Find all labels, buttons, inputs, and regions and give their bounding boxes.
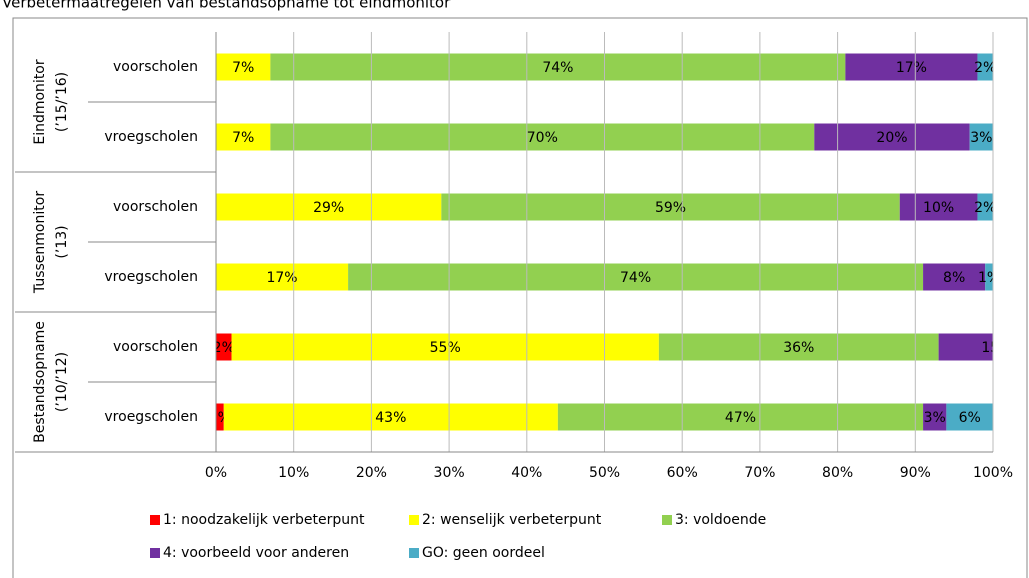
- data-label: 10%: [923, 200, 954, 216]
- data-label: 7%: [232, 60, 254, 76]
- bar-segment: [270, 123, 815, 151]
- y-tick-label: vroegscholen: [104, 409, 198, 425]
- y-tick-label: vroegscholen: [104, 269, 198, 285]
- data-label: 15%: [981, 340, 1012, 356]
- bar-segment: [923, 403, 947, 431]
- data-label: 1%: [978, 270, 1000, 286]
- legend-label: 1: noodzakelijk verbeterpunt: [163, 512, 365, 528]
- data-label: 3%: [924, 410, 946, 426]
- data-label: 43%: [375, 410, 406, 426]
- data-label: 17%: [266, 270, 297, 286]
- bar-segment: [938, 333, 993, 361]
- bar-segment: [216, 53, 271, 81]
- bar-segment: [845, 53, 978, 81]
- data-label: 17%: [896, 60, 927, 76]
- group-label: Tussenmonitor (’13): [32, 191, 70, 294]
- data-label: 3%: [970, 130, 992, 146]
- legend-label: GO: geen oordeel: [422, 545, 545, 561]
- x-tick-label: 0%: [205, 465, 227, 481]
- data-label: 74%: [620, 270, 651, 286]
- data-label: 36%: [783, 340, 814, 356]
- data-label: 70%: [527, 130, 558, 146]
- data-label: 29%: [313, 200, 344, 216]
- y-tick-label: voorscholen: [113, 199, 198, 215]
- data-label: 55%: [430, 340, 461, 356]
- legend-swatch: [662, 515, 672, 525]
- x-tick-label: 100%: [973, 465, 1013, 481]
- bar-segment: [441, 193, 900, 221]
- bar-segment: [985, 263, 993, 291]
- group-label: Eindmonitor (’15/’16): [32, 59, 70, 145]
- bar-segment: [270, 53, 846, 81]
- bar-segment: [216, 263, 349, 291]
- data-label: 2%: [974, 60, 996, 76]
- bar-segment: [969, 123, 993, 151]
- data-label: 59%: [655, 200, 686, 216]
- group-label: Bestandsopname (’10/’12): [32, 321, 70, 443]
- legend-swatch: [150, 548, 160, 558]
- chart-frame: [12, 17, 1028, 578]
- data-label: 74%: [542, 60, 573, 76]
- bar-segment: [658, 333, 939, 361]
- bar-segment: [348, 263, 924, 291]
- legend-label: 2: wenselijk verbeterpunt: [422, 512, 602, 528]
- legend-label: 4: voorbeeld voor anderen: [163, 545, 349, 561]
- x-tick-label: 40%: [511, 465, 542, 481]
- bar-segment: [216, 123, 271, 151]
- x-tick-label: 80%: [822, 465, 853, 481]
- legend-swatch: [409, 515, 419, 525]
- y-tick-label: voorscholen: [113, 339, 198, 355]
- y-tick-label: vroegscholen: [104, 129, 198, 145]
- x-tick-label: 70%: [744, 465, 775, 481]
- x-tick-label: 90%: [900, 465, 931, 481]
- data-label: 8%: [943, 270, 965, 286]
- legend-swatch: [409, 548, 419, 558]
- data-label: 2%: [974, 200, 996, 216]
- bar-segment: [923, 263, 986, 291]
- legend-swatch: [150, 515, 160, 525]
- chart-title: Verbetermaatregelen van bestandsopname t…: [2, 0, 451, 12]
- x-tick-label: 10%: [278, 465, 309, 481]
- bar-segment: [977, 193, 993, 221]
- bar-segment: [216, 193, 442, 221]
- x-tick-label: 50%: [589, 465, 620, 481]
- legend-label: 3: voldoende: [675, 512, 766, 528]
- bar-segment: [223, 403, 558, 431]
- x-tick-label: 20%: [356, 465, 387, 481]
- bar-segment: [977, 53, 993, 81]
- bar-segment: [216, 403, 224, 431]
- bar-segment: [216, 333, 232, 361]
- x-tick-label: 60%: [667, 465, 698, 481]
- data-label: 2%: [213, 340, 235, 356]
- data-label: 6%: [959, 410, 981, 426]
- bar-segment: [814, 123, 970, 151]
- bar-segment: [231, 333, 659, 361]
- y-tick-label: voorscholen: [113, 59, 198, 75]
- bar-segment: [899, 193, 978, 221]
- data-label: 20%: [876, 130, 907, 146]
- x-tick-label: 30%: [434, 465, 465, 481]
- data-label: 47%: [725, 410, 756, 426]
- data-label: 7%: [232, 130, 254, 146]
- bar-segment: [946, 403, 993, 431]
- bar-segment: [557, 403, 924, 431]
